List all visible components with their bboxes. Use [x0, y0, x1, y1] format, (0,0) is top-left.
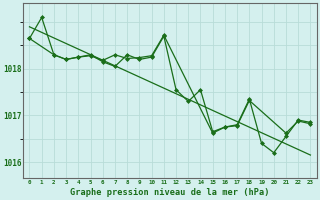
- X-axis label: Graphe pression niveau de la mer (hPa): Graphe pression niveau de la mer (hPa): [70, 188, 270, 197]
